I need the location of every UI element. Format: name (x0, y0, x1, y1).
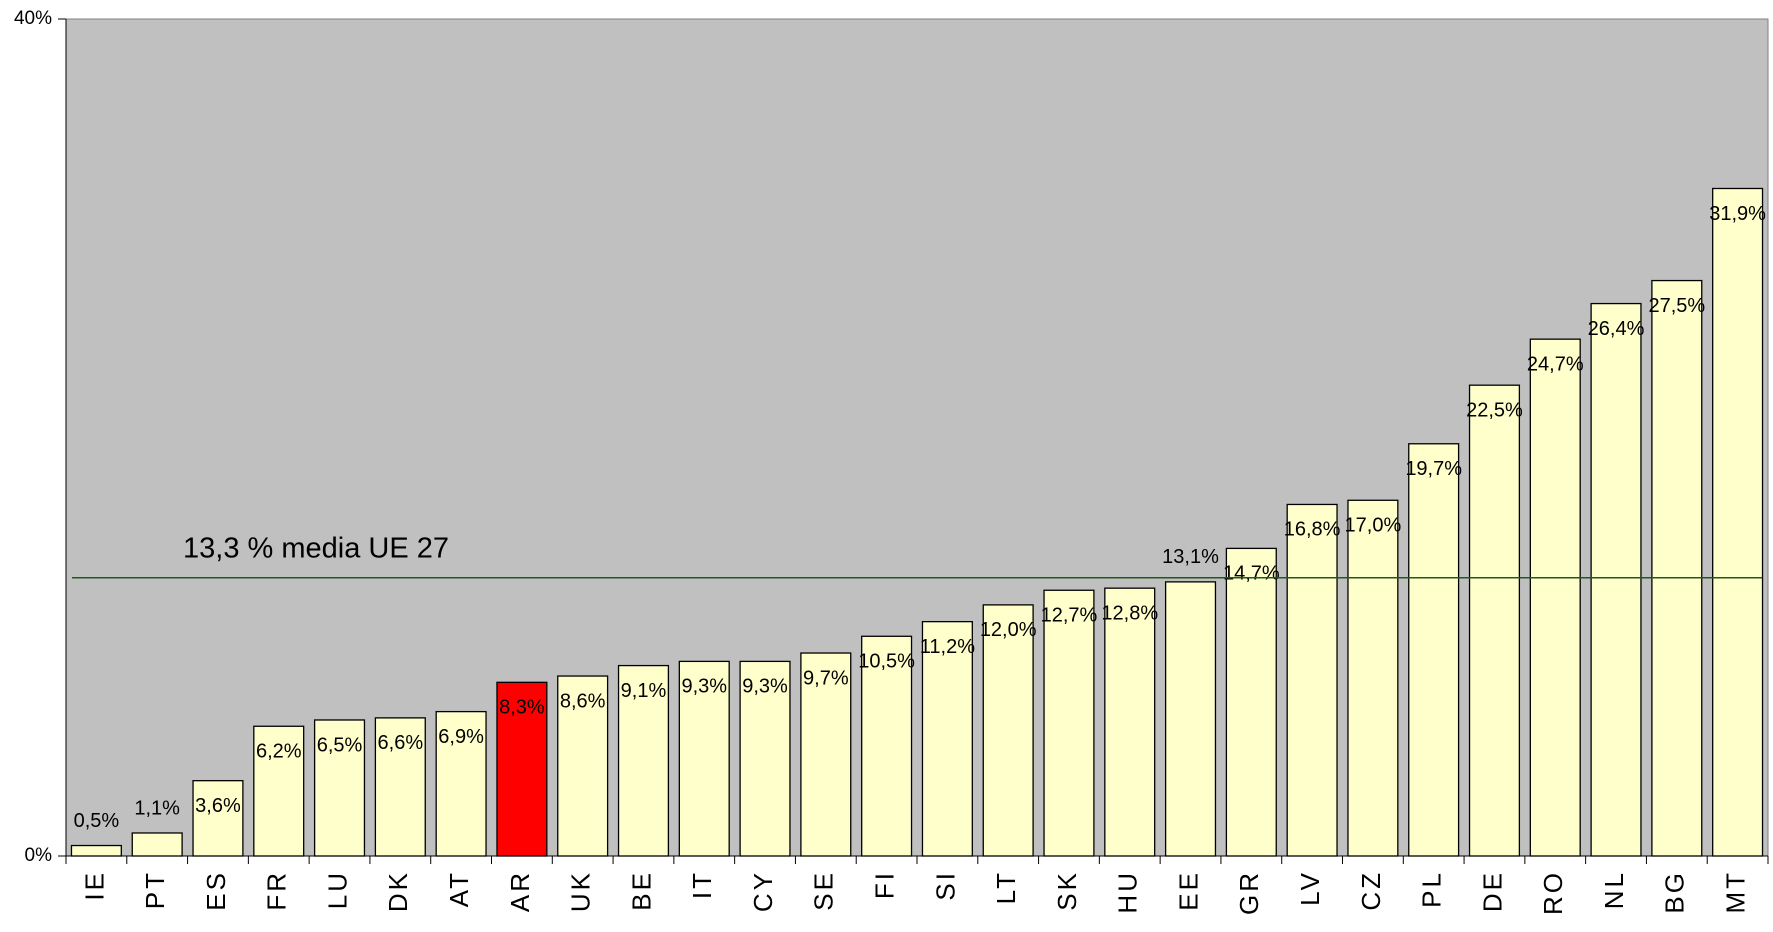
bar (253, 725, 305, 857)
value-label: 9,1% (621, 680, 667, 702)
x-tick-label: IT (687, 870, 717, 899)
value-label: 6,9% (438, 726, 484, 748)
value-label: 17,0% (1345, 515, 1402, 537)
bar (70, 844, 122, 857)
y-tick-label: 40% (14, 8, 52, 29)
x-tick-label: LV (1295, 870, 1325, 906)
bar (192, 780, 244, 857)
bar (1408, 443, 1460, 857)
bar (1590, 302, 1642, 857)
x-tick-label: SK (1052, 870, 1082, 911)
value-label: 24,7% (1527, 353, 1584, 375)
value-label: 9,3% (742, 676, 788, 698)
value-label: 13,1% (1162, 546, 1219, 568)
bar (1347, 499, 1399, 857)
bar (131, 832, 183, 857)
x-tick-label: BE (626, 870, 656, 911)
x-tick-label: BG (1660, 870, 1690, 914)
value-label: 0,5% (74, 810, 120, 832)
value-label: 9,7% (803, 667, 849, 689)
value-label: 27,5% (1648, 295, 1705, 317)
bar (313, 719, 366, 857)
x-tick-label: CZ (1356, 870, 1386, 911)
value-label: 6,6% (378, 732, 424, 754)
x-tick-label: FR (262, 870, 292, 911)
x-tick-label: PT (140, 870, 170, 909)
bar (1529, 338, 1581, 857)
bar (921, 620, 973, 857)
value-label: 26,4% (1588, 318, 1645, 340)
value-label: 6,5% (317, 734, 363, 756)
x-tick-label: LU (322, 870, 352, 909)
y-tick-label: 0% (25, 845, 53, 866)
x-tick-label: GR (1234, 870, 1264, 915)
x-tick-label: MT (1720, 870, 1750, 914)
value-label: 11,2% (920, 636, 975, 658)
bar (496, 681, 548, 857)
x-tick-label: DK (383, 870, 413, 912)
bar (1651, 279, 1703, 857)
reference-label: 13,3 % media UE 27 (183, 532, 449, 564)
bar (1164, 581, 1217, 857)
value-label: 9,3% (681, 676, 727, 698)
x-tick-label: NL (1599, 870, 1629, 909)
x-tick-label: ES (201, 870, 231, 911)
bar (374, 717, 426, 857)
value-label: 16,8% (1284, 519, 1341, 541)
bar (1286, 503, 1338, 857)
value-label: 12,0% (980, 619, 1037, 641)
value-label: 10,5% (858, 651, 915, 673)
bar (1043, 589, 1095, 857)
value-label: 14,7% (1223, 563, 1280, 585)
x-tick-label: AR (505, 870, 535, 912)
x-tick-label: EE (1173, 870, 1203, 911)
x-tick-label: SE (809, 870, 839, 911)
x-tick-label: AT (444, 870, 474, 907)
value-label: 19,7% (1405, 458, 1462, 480)
bar (557, 675, 609, 857)
x-tick-label: FI (869, 870, 899, 899)
value-label: 12,7% (1041, 605, 1098, 627)
bar (739, 660, 791, 857)
value-label: 8,6% (560, 690, 606, 712)
bar (1225, 547, 1277, 857)
value-label: 22,5% (1466, 399, 1523, 421)
x-tick-label: DE (1477, 870, 1507, 912)
x-tick-label: IE (79, 870, 109, 901)
x-tick-label: HU (1113, 870, 1143, 914)
bar (678, 660, 730, 857)
bar (982, 604, 1034, 857)
value-label: 31,9% (1709, 203, 1766, 225)
bar (800, 652, 852, 857)
bar (1468, 384, 1521, 857)
value-label: 8,3% (499, 697, 545, 719)
value-label: 3,6% (195, 795, 241, 817)
value-label: 1,1% (134, 797, 180, 819)
x-tick-label: UK (566, 870, 596, 912)
bar (1104, 587, 1156, 857)
x-tick-label: PL (1417, 870, 1447, 908)
value-label: 6,2% (256, 741, 302, 763)
x-tick-label: RO (1538, 870, 1568, 915)
x-tick-label: CY (748, 870, 778, 912)
x-tick-label: LT (991, 870, 1021, 904)
value-label: 12,8% (1101, 602, 1158, 624)
bar (861, 635, 913, 857)
x-tick-label: SI (930, 870, 960, 901)
bar (617, 664, 670, 857)
bar (1712, 187, 1764, 857)
